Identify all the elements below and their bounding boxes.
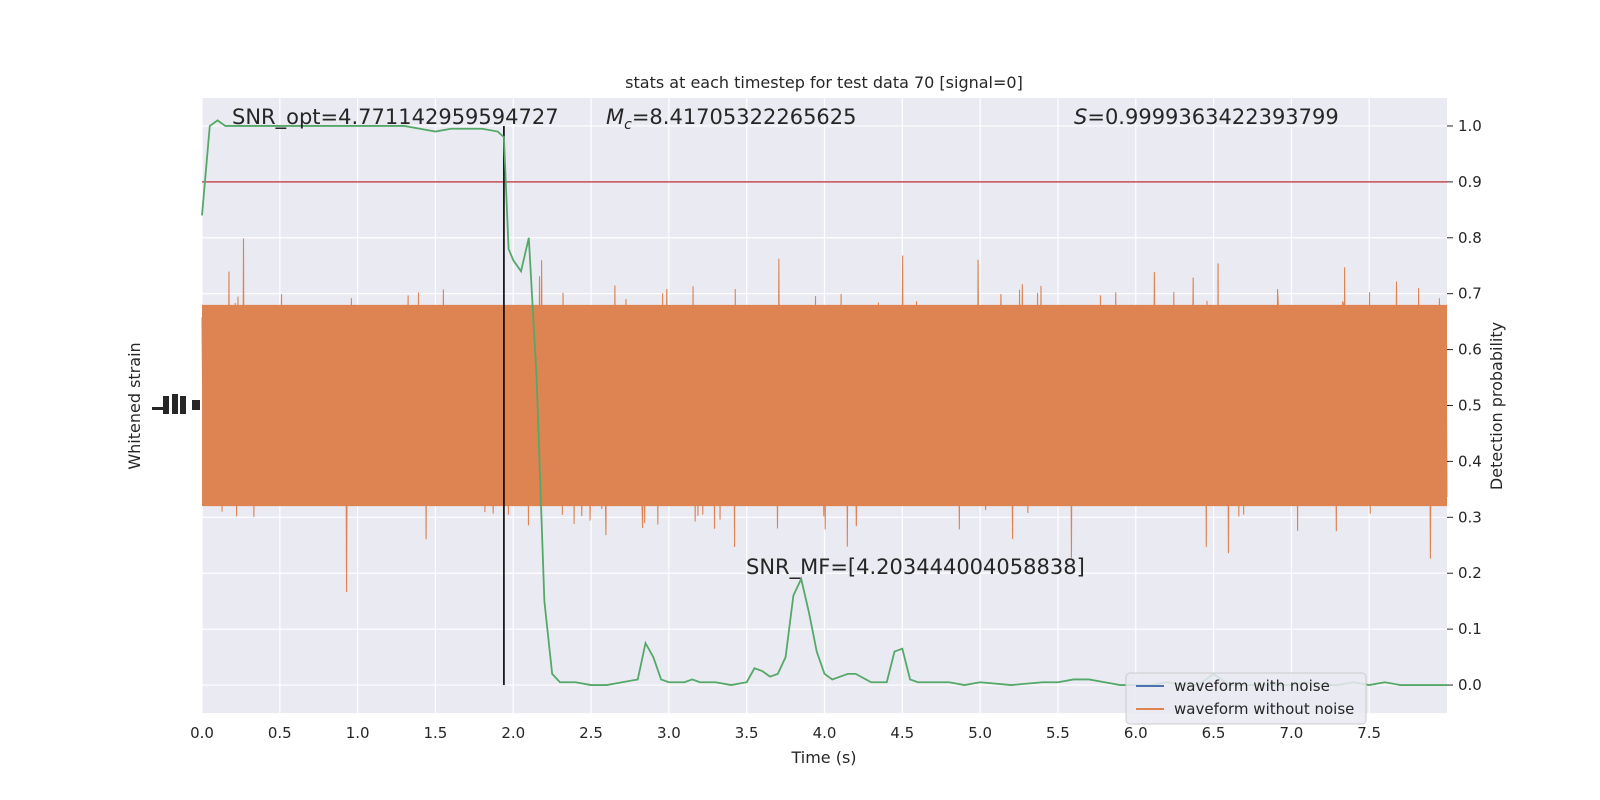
x-tick-label: 6.5: [1202, 724, 1226, 742]
legend-label-with-noise: waveform with noise: [1174, 677, 1330, 695]
y-tick-label: 0.1: [1458, 620, 1482, 638]
chirp-mass-annotation: Mc=8.41705322265625: [606, 105, 857, 133]
x-axis-label: Time (s): [790, 748, 856, 767]
y-tick-label: 0.6: [1458, 341, 1482, 359]
x-tick-label: 4.5: [890, 724, 914, 742]
legend-label-without-noise: waveform without noise: [1174, 700, 1354, 718]
chirp-mass-value: =8.41705322265625: [632, 105, 857, 129]
x-tick-label: 5.0: [968, 724, 992, 742]
chirp-mass-subscript: c: [624, 117, 632, 133]
s-symbol: S: [1074, 105, 1087, 129]
snr-opt-annotation: SNR_opt=4.771142959594727: [232, 105, 559, 130]
y-tick-label: 0.7: [1458, 285, 1482, 303]
y-tick-label: 0.4: [1458, 452, 1482, 470]
x-tick-label: 7.5: [1357, 724, 1381, 742]
y-tick-label: 1.0: [1458, 117, 1482, 135]
s-value: =0.9999363422393799: [1087, 105, 1338, 129]
x-tick-label: 2.5: [579, 724, 603, 742]
y-tick-label: 0.8: [1458, 229, 1482, 247]
strain-series: [201, 238, 1448, 593]
snr-mf-annotation: SNR_MF=[4.203444004058838]: [746, 555, 1085, 580]
strain-core-band: [202, 304, 1447, 507]
y-tick-label: 0.5: [1458, 397, 1482, 415]
x-tick-label: 6.0: [1124, 724, 1148, 742]
legend: waveform with noise waveform without noi…: [1125, 672, 1367, 725]
x-tick-label: 4.0: [813, 724, 837, 742]
x-tick-label: 0.0: [190, 724, 214, 742]
x-tick-label: 2.0: [501, 724, 525, 742]
y-tick-label: 0.2: [1458, 564, 1482, 582]
left-axis-tick-cluster: [152, 394, 200, 414]
y-axis-label-left: Whitened strain: [125, 342, 144, 469]
x-tick-label: 3.0: [657, 724, 681, 742]
x-tick-label: 3.5: [735, 724, 759, 742]
legend-box: [1125, 672, 1367, 725]
x-tick-label: 1.5: [424, 724, 448, 742]
y-tick-label: 0.9: [1458, 173, 1482, 191]
chart-title: stats at each timestep for test data 70 …: [625, 73, 1023, 92]
s-annotation: S=0.9999363422393799: [1074, 105, 1339, 129]
y-tick-label: 0.3: [1458, 508, 1482, 526]
x-tick-label: 7.0: [1279, 724, 1303, 742]
axes: 0.0 0.5 1.0 1.5 2.0 2.5 3.0 3.5 4.0 4.5 5.0 5.5 6.0 6…: [190, 117, 1482, 742]
x-tick-label: 0.5: [268, 724, 292, 742]
x-tick-label: 1.0: [346, 724, 370, 742]
chirp-mass-symbol: M: [606, 105, 624, 129]
x-tick-label: 5.5: [1046, 724, 1070, 742]
y-tick-label: 0.0: [1458, 676, 1482, 694]
y-axis-label-right: Detection probability: [1487, 322, 1506, 490]
